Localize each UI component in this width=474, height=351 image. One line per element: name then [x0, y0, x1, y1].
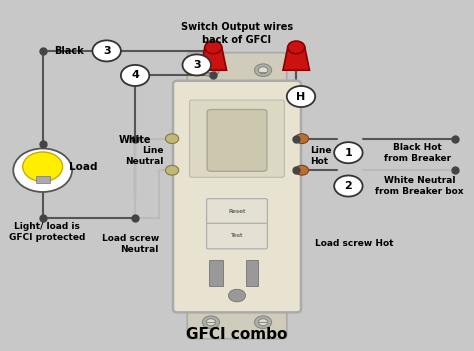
Circle shape [295, 134, 309, 144]
Circle shape [206, 67, 216, 74]
Circle shape [258, 319, 268, 326]
Text: GFCI combo: GFCI combo [186, 327, 288, 342]
Circle shape [255, 316, 272, 329]
Circle shape [258, 67, 268, 74]
FancyBboxPatch shape [187, 53, 287, 86]
Text: 3: 3 [103, 46, 110, 56]
Text: 4: 4 [131, 71, 139, 80]
FancyBboxPatch shape [207, 199, 267, 224]
Bar [207, 322, 215, 323]
Text: 3: 3 [193, 60, 201, 70]
Circle shape [288, 41, 305, 54]
Circle shape [182, 54, 211, 75]
Text: Line
Hot: Line Hot [310, 146, 332, 166]
Circle shape [23, 152, 63, 181]
Text: Line
Neutral: Line Neutral [125, 146, 164, 166]
Circle shape [228, 289, 246, 302]
Bar [246, 260, 258, 286]
Text: Switch Output wires
back of GFCI: Switch Output wires back of GFCI [181, 22, 293, 45]
Text: Load: Load [69, 162, 97, 172]
Circle shape [121, 65, 149, 86]
Bar [259, 322, 267, 323]
Circle shape [206, 319, 216, 326]
Text: 2: 2 [345, 181, 352, 191]
Circle shape [255, 64, 272, 77]
Bar [259, 72, 267, 73]
Text: Load screw Hot: Load screw Hot [315, 239, 394, 249]
Circle shape [202, 316, 219, 329]
FancyBboxPatch shape [173, 81, 301, 312]
FancyBboxPatch shape [207, 110, 267, 171]
Circle shape [202, 64, 219, 77]
Text: Load screw
Neutral: Load screw Neutral [101, 234, 159, 254]
Circle shape [295, 165, 309, 175]
FancyBboxPatch shape [187, 305, 287, 339]
Circle shape [205, 41, 222, 54]
Text: Light/ load is
GFCI protected: Light/ load is GFCI protected [9, 221, 86, 242]
FancyBboxPatch shape [190, 100, 284, 177]
Text: Reset: Reset [228, 209, 246, 214]
Circle shape [165, 165, 179, 175]
Text: H: H [296, 92, 306, 101]
Text: 1: 1 [345, 148, 352, 158]
Polygon shape [200, 47, 227, 70]
Circle shape [13, 148, 72, 192]
Bar [209, 260, 223, 286]
Text: White Neutral
from Breaker box: White Neutral from Breaker box [375, 176, 464, 196]
Circle shape [334, 142, 363, 163]
Bar [207, 72, 215, 73]
Text: White: White [119, 135, 151, 145]
Bar [36, 176, 50, 183]
Text: Black Hot
from Breaker: Black Hot from Breaker [383, 143, 451, 163]
Circle shape [165, 134, 179, 144]
Text: Test: Test [231, 233, 243, 238]
Text: Black: Black [55, 46, 84, 56]
Circle shape [334, 176, 363, 197]
Circle shape [92, 40, 121, 61]
Circle shape [287, 86, 315, 107]
FancyBboxPatch shape [207, 223, 267, 249]
Polygon shape [283, 47, 310, 70]
